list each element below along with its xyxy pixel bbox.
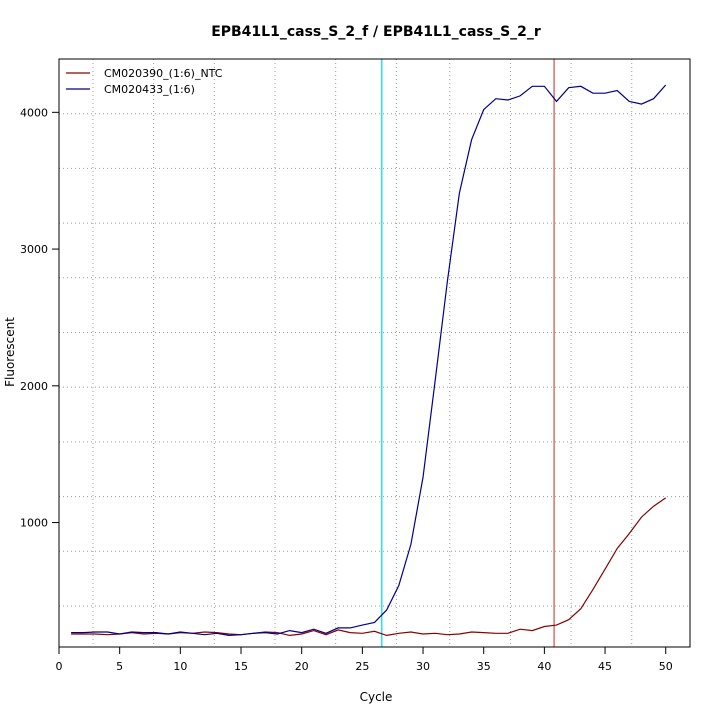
y-tick-label: 4000 <box>20 106 48 119</box>
x-tick-label: 15 <box>234 660 248 673</box>
x-axis: 0 5 10 15 20 25 30 35 40 45 50 <box>56 646 673 673</box>
y-tick-label: 2000 <box>20 380 48 393</box>
legend-label: CM020433_(1:6) <box>104 83 195 96</box>
x-tick-label: 50 <box>659 660 673 673</box>
x-tick-label: 0 <box>56 660 63 673</box>
chart-title: EPB41L1_cass_S_2_f / EPB41L1_cass_S_2_r <box>211 24 541 40</box>
gridlines <box>59 58 690 647</box>
x-tick-label: 30 <box>416 660 430 673</box>
y-tick-label: 3000 <box>20 243 48 256</box>
legend-label: CM020390_(1:6)_NTC <box>104 67 223 80</box>
threshold-lines <box>381 59 555 647</box>
series-line-1 <box>71 497 667 637</box>
x-tick-label: 20 <box>295 660 309 673</box>
x-tick-label: 40 <box>537 660 551 673</box>
series-line-2 <box>71 84 667 637</box>
x-axis-label: Cycle <box>360 690 393 704</box>
x-tick-label: 35 <box>477 660 491 673</box>
y-axis: 1000 2000 3000 4000 <box>20 106 60 530</box>
series-lines <box>71 84 667 637</box>
y-tick-label: 1000 <box>20 517 48 530</box>
y-axis-label: Fluorescent <box>3 317 17 387</box>
legend: CM020390_(1:6)_NTC CM020433_(1:6) <box>66 67 223 96</box>
x-tick-label: 5 <box>116 660 123 673</box>
x-tick-label: 45 <box>598 660 612 673</box>
x-tick-label: 10 <box>173 660 187 673</box>
x-tick-label: 25 <box>355 660 369 673</box>
